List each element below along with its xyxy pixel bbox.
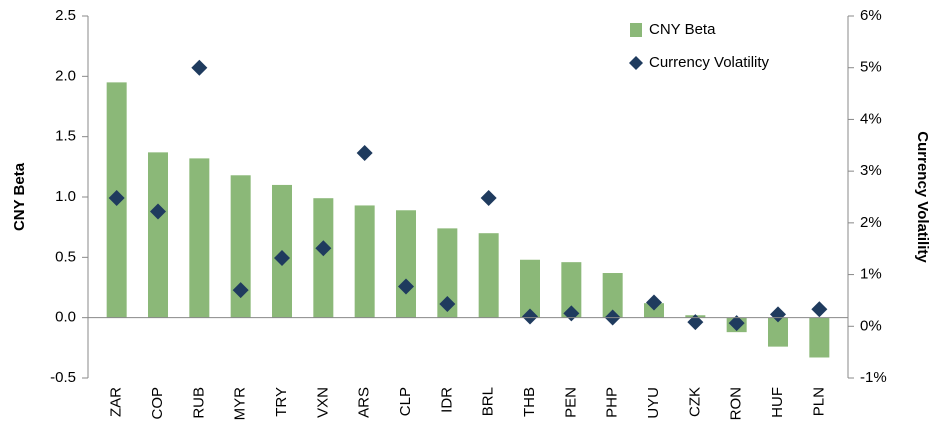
diamond-marker bbox=[646, 294, 662, 311]
legend-swatch bbox=[629, 56, 643, 70]
x-tick-label: TRY bbox=[273, 387, 290, 417]
x-tick-label: IDR bbox=[438, 387, 455, 413]
diamond-marker bbox=[191, 59, 208, 76]
y2-tick-label: 2% bbox=[860, 214, 882, 231]
y-tick-label: 1.0 bbox=[55, 188, 76, 205]
x-tick-label: PLN bbox=[810, 387, 827, 416]
bar bbox=[768, 317, 788, 347]
x-tick-label: PEN bbox=[562, 387, 579, 418]
diamond-marker bbox=[108, 190, 125, 207]
x-tick-label: ARS bbox=[356, 387, 373, 418]
diamond-marker bbox=[480, 190, 497, 207]
legend-label: Currency Volatility bbox=[649, 54, 770, 71]
diamond-marker bbox=[770, 306, 786, 323]
diamond-marker bbox=[439, 296, 456, 313]
x-tick-label: CZK bbox=[686, 387, 703, 417]
x-tick-label: COP bbox=[149, 387, 166, 420]
diamond-marker bbox=[398, 278, 414, 295]
y-axis-title: CNY Beta bbox=[11, 162, 28, 231]
diamond-marker bbox=[274, 250, 290, 267]
bar bbox=[396, 210, 416, 318]
bar bbox=[561, 262, 582, 318]
y-tick-label: 2.5 bbox=[55, 7, 76, 24]
y2-tick-label: 0% bbox=[860, 317, 882, 334]
x-tick-label: UYU bbox=[645, 387, 662, 419]
diamond-marker bbox=[522, 308, 538, 325]
diamond-marker bbox=[150, 203, 166, 220]
bar bbox=[809, 317, 830, 358]
y2-tick-label: 3% bbox=[860, 162, 882, 179]
bar bbox=[313, 198, 334, 318]
y2-tick-label: -1% bbox=[860, 369, 887, 386]
y2-tick-label: 4% bbox=[860, 110, 882, 127]
x-tick-label: CLP bbox=[397, 387, 414, 416]
x-tick-label: HUF bbox=[769, 387, 786, 418]
diamond-marker bbox=[356, 145, 373, 162]
y-tick-label: 1.5 bbox=[55, 128, 76, 145]
legend-swatch bbox=[630, 23, 642, 37]
bar bbox=[520, 259, 540, 318]
bar bbox=[148, 152, 168, 318]
y2-axis-title: Currency Volatility bbox=[914, 131, 931, 263]
bar bbox=[189, 158, 210, 318]
x-tick-label: VXN bbox=[314, 387, 331, 418]
diamond-marker bbox=[811, 301, 828, 318]
x-tick-label: PHP bbox=[604, 387, 621, 418]
diamond-marker bbox=[232, 282, 249, 299]
x-tick-label: THB bbox=[521, 387, 538, 417]
bar bbox=[230, 175, 251, 318]
y-tick-label: 0.0 bbox=[55, 309, 76, 326]
x-tick-label: MYR bbox=[232, 387, 249, 421]
legend-label: CNY Beta bbox=[649, 21, 716, 38]
diamond-marker bbox=[315, 240, 332, 257]
x-tick-label: RUB bbox=[190, 387, 207, 419]
bar bbox=[602, 273, 623, 318]
diamond-marker bbox=[728, 315, 745, 332]
x-tick-label: RON bbox=[728, 387, 745, 420]
y2-tick-label: 6% bbox=[860, 7, 882, 24]
bar bbox=[478, 233, 499, 318]
y-tick-label: 2.0 bbox=[55, 67, 76, 84]
y2-tick-label: 5% bbox=[860, 59, 882, 76]
y-tick-label: -0.5 bbox=[50, 369, 76, 386]
x-tick-label: ZAR bbox=[108, 387, 125, 417]
y-tick-label: 0.5 bbox=[55, 248, 76, 265]
x-tick-label: BRL bbox=[480, 387, 497, 416]
bar bbox=[437, 228, 458, 318]
y2-tick-label: 1% bbox=[860, 266, 882, 283]
bar bbox=[354, 205, 375, 318]
